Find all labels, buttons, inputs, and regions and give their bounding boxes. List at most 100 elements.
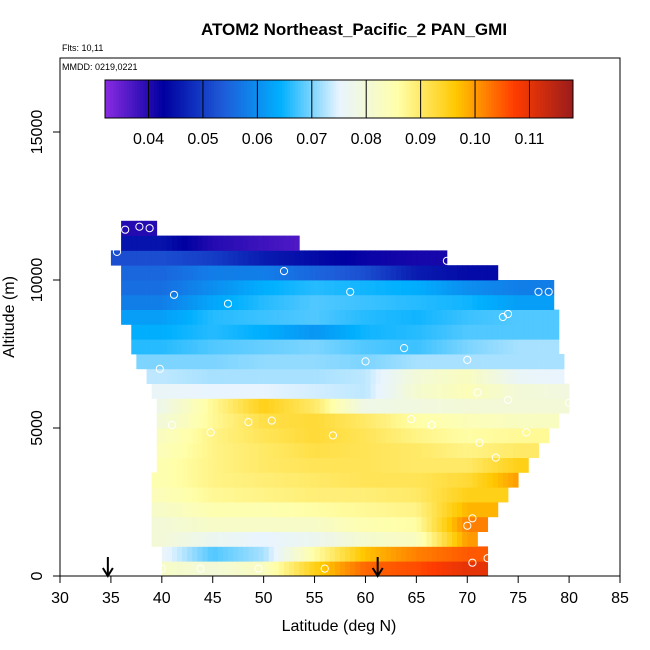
heatmap-cell [141,294,147,310]
sample-point [463,521,472,530]
heatmap-cell [202,309,209,325]
sample-point [254,564,263,573]
heatmap-cell [309,309,315,325]
heatmap-cell [161,531,168,547]
heatmap-cell [441,383,448,399]
heatmap-cell [365,398,371,414]
heatmap-cell [375,546,382,562]
colorbar-tick-label: 0.06 [242,131,273,148]
heatmap-cell [197,561,203,577]
heatmap-cell [441,398,448,414]
heatmap-cell [228,294,234,310]
heatmap-cell [497,368,504,384]
heatmap-cell [350,428,356,444]
heatmap-cell [172,428,178,444]
heatmap-cell [187,442,193,458]
heatmap-cell [528,398,534,414]
heatmap-cell [452,442,458,458]
heatmap-cell [289,294,295,310]
colorbar-segment [162,80,166,118]
heatmap-cell [263,339,270,355]
heatmap-cell [452,546,458,562]
heatmap-cell [309,457,315,473]
sample-point [279,267,289,276]
heatmap-cell [396,516,402,532]
heatmap-cell [156,487,163,503]
heatmap-cell [243,250,249,266]
heatmap-cell [360,368,366,384]
heatmap-cell [401,339,407,355]
heatmap-cell [487,339,494,355]
heatmap-cell [329,428,336,444]
heatmap-cell [513,413,519,429]
heatmap-cell [396,487,402,503]
sample-point [463,355,472,364]
heatmap-cell [482,428,489,444]
colorbar-segment [458,80,462,118]
heatmap-cell [426,413,433,429]
heatmap-cell [360,516,366,532]
heatmap-cell [177,487,183,503]
heatmap-cell [375,265,382,281]
heatmap-cell [446,398,453,414]
heatmap-cell [233,502,239,518]
colorbar-segment [526,80,530,118]
heatmap-cell [253,339,259,355]
colorbar-segment [360,80,364,118]
heatmap-cell [197,309,203,325]
heatmap-cell [385,294,392,310]
heatmap-cell [401,398,407,414]
heatmap-cell [482,413,489,429]
heatmap-cell [207,280,214,296]
heatmap-cell [248,354,254,370]
heatmap-cell [426,472,433,488]
heatmap-cell [151,220,158,236]
heatmap-cell [146,235,153,251]
heatmap-cell [146,294,153,310]
heatmap-cell [273,442,280,458]
heatmap-cell [207,531,214,547]
heatmap-cell [268,250,275,266]
heatmap-cell [411,339,417,355]
colorbar-segment [186,80,190,118]
sample-point [468,514,477,523]
heatmap-cell [278,472,285,488]
heatmap-cell [126,309,132,325]
heatmap-cell [548,413,555,429]
heatmap-cell [233,339,239,355]
heatmap-cell [258,339,265,355]
heatmap-cell [411,428,417,444]
colorbar-segment [268,80,272,118]
heatmap-cell [513,339,519,355]
colorbar-segment [192,80,196,118]
x-tick-label: 85 [611,590,629,607]
heatmap-cell [228,235,234,251]
heatmap-cell [523,457,529,473]
heatmap-cell [263,294,270,310]
heatmap-cell [375,398,382,414]
colorbar-segment [311,80,316,118]
heatmap-cell [228,324,234,340]
heatmap-cell [370,428,377,444]
heatmap-cell [350,280,356,296]
heatmap-cell [553,368,560,384]
heatmap-cell [375,516,382,532]
heatmap-cell [258,516,265,532]
heatmap-cell [472,398,478,414]
colorbar-segment [265,80,269,118]
heatmap-cell [543,428,550,444]
heatmap-cell [329,324,336,340]
heatmap-cell [441,309,448,325]
heatmap-cell [324,324,331,340]
heatmap-cell [385,265,392,281]
heatmap-cell [197,250,203,266]
heatmap-cell [161,354,168,370]
heatmap-cell [192,457,198,473]
heatmap-cell [380,354,387,370]
heatmap-cell [528,280,534,296]
colorbar-segment [115,80,120,118]
heatmap-cell [166,502,173,518]
heatmap-cell [538,339,545,355]
heatmap-cell [233,472,239,488]
heatmap-cell [217,516,224,532]
